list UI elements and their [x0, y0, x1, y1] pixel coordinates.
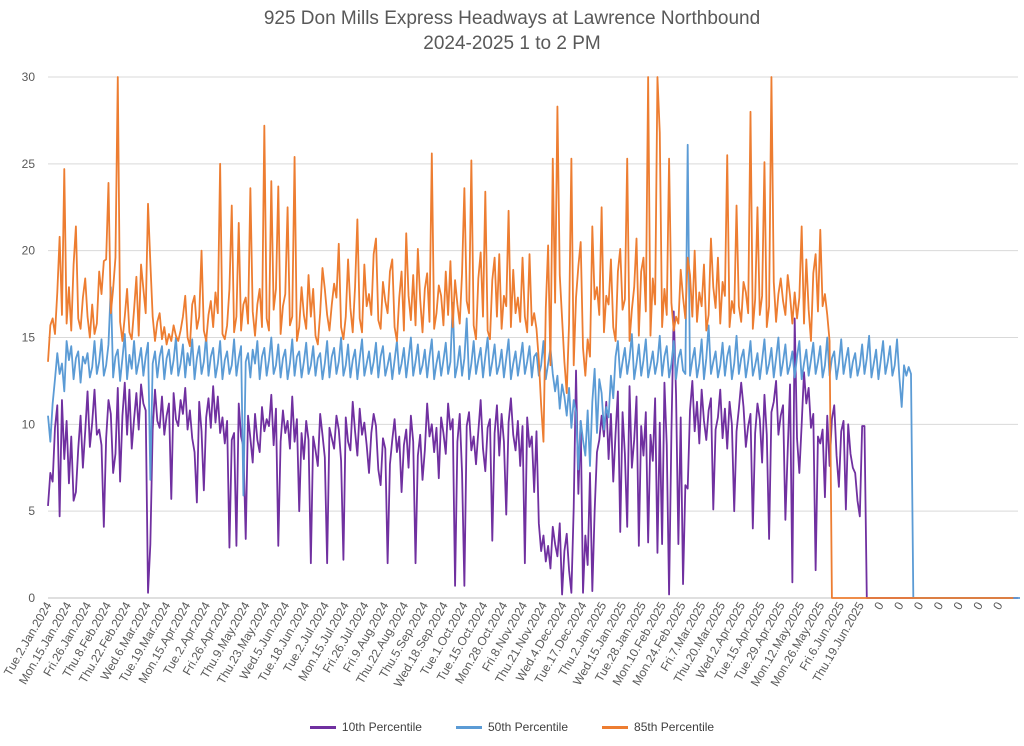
- series-line-0: [47, 310, 1018, 599]
- x-tick-label: 0: [951, 599, 967, 612]
- x-tick-label: 0: [911, 599, 927, 612]
- x-tick-label: 0: [990, 599, 1006, 612]
- chart-title: 925 Don Mills Express Headways at Lawren…: [263, 8, 761, 29]
- legend-swatch-10th: [309, 725, 336, 729]
- y-tick-label: 0: [28, 591, 35, 605]
- x-tick-label: 0: [891, 599, 907, 612]
- series-line-1: [47, 143, 1020, 599]
- x-tick-label: 0: [931, 599, 947, 612]
- legend-label-10th: 10th Percentile: [341, 720, 422, 734]
- legend-item-50th: 50th Percentile: [455, 720, 569, 734]
- y-tick-label: 10: [22, 417, 36, 431]
- chart-legend: 10th Percentile 50th Percentile 85th Per…: [0, 720, 1024, 734]
- legend-label-50th: 50th Percentile: [487, 720, 569, 734]
- series-line-2: [47, 76, 1014, 599]
- y-tick-label: 20: [22, 244, 36, 258]
- legend-swatch-85th: [602, 725, 629, 729]
- y-tick-label: 25: [22, 157, 36, 171]
- legend-swatch-50th: [455, 725, 482, 729]
- legend-item-85th: 85th Percentile: [602, 720, 714, 734]
- legend-label-85th: 85th Percentile: [634, 720, 715, 734]
- x-tick-label: 0: [871, 599, 887, 612]
- y-tick-label: 15: [22, 331, 36, 345]
- x-tick-label: 0: [970, 599, 986, 612]
- chart-title-block: 925 Don Mills Express Headways at Lawren…: [0, 6, 1024, 56]
- y-tick-label: 30: [22, 70, 36, 84]
- legend-item-10th: 10th Percentile: [309, 720, 422, 734]
- y-tick-label: 5: [28, 504, 35, 518]
- chart-subtitle: 2024-2025 1 to 2 PM: [423, 33, 601, 54]
